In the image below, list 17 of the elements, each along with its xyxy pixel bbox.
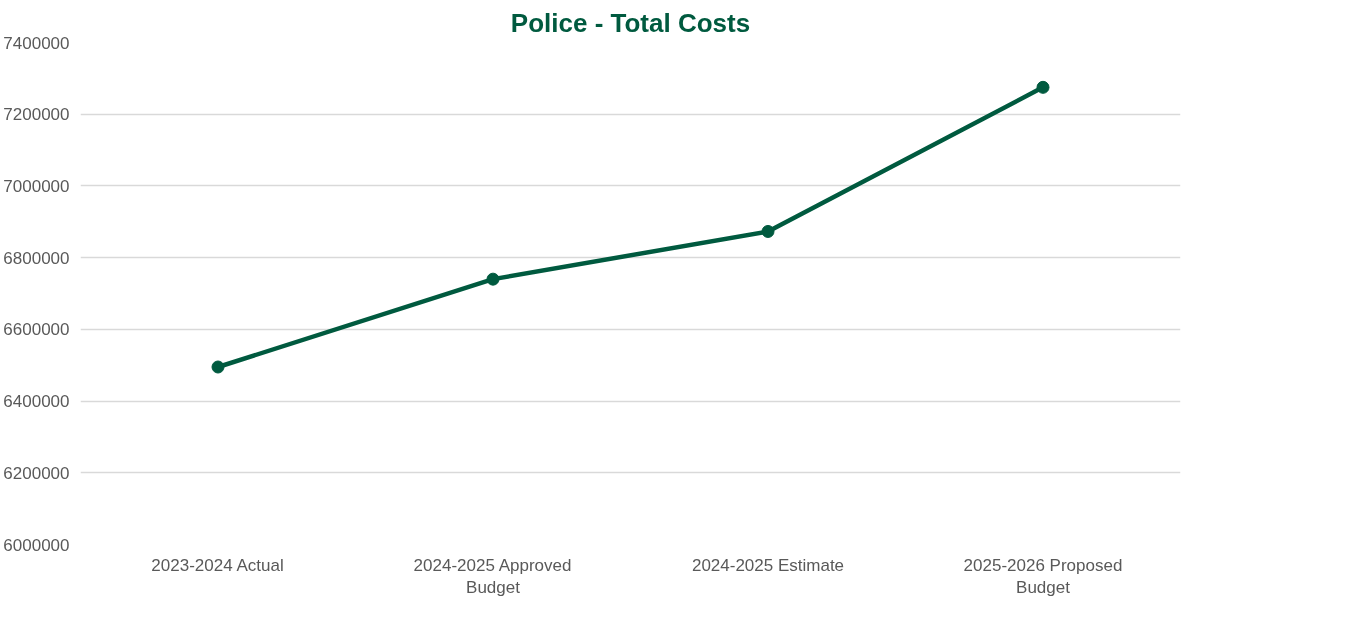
y-tick-label: 7000000 [3,176,70,196]
y-tick-label: 6800000 [3,248,70,268]
y-tick-label: 6000000 [3,535,70,555]
point [486,272,500,286]
y-tick-label: 6600000 [3,320,70,340]
point [211,360,225,374]
x-tick-label: 2025-2026 Proposed Budget [963,555,1123,598]
y-tick-label: 7400000 [3,33,70,53]
point [761,224,775,238]
y-tick-label: 7200000 [3,105,70,125]
point [1036,80,1050,94]
x-tick-label: 2024-2025 Estimate [691,555,845,575]
chart-title: Police - Total Costs [510,7,751,38]
x-tick-label: 2024-2025 Approved Budget [413,555,572,598]
y-tick-label: 6400000 [3,392,70,412]
y-tick-label: 6200000 [3,463,70,483]
x-tick-label: 2023-2024 Actual [151,555,284,575]
